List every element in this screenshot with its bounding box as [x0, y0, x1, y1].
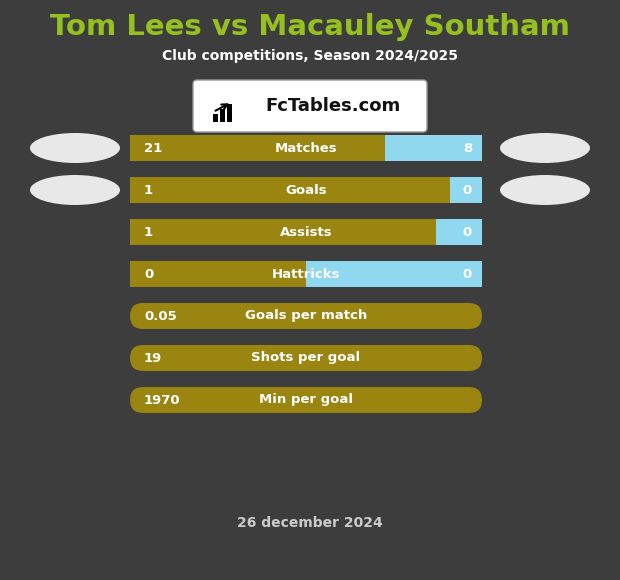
- Ellipse shape: [500, 175, 590, 205]
- Text: 0: 0: [463, 267, 472, 281]
- Text: 1970: 1970: [144, 393, 180, 407]
- FancyBboxPatch shape: [130, 135, 482, 161]
- Text: 26 december 2024: 26 december 2024: [237, 516, 383, 530]
- FancyBboxPatch shape: [130, 219, 156, 245]
- FancyBboxPatch shape: [130, 345, 482, 371]
- Text: Hattricks: Hattricks: [272, 267, 340, 281]
- FancyBboxPatch shape: [130, 387, 482, 413]
- Text: Matches: Matches: [275, 142, 337, 154]
- Text: FcTables.com: FcTables.com: [265, 97, 401, 115]
- FancyBboxPatch shape: [130, 219, 482, 245]
- Text: 1: 1: [144, 226, 153, 238]
- FancyBboxPatch shape: [130, 135, 156, 161]
- Bar: [436, 219, 482, 245]
- Bar: [213, 114, 218, 122]
- Text: 1: 1: [144, 183, 153, 197]
- FancyBboxPatch shape: [130, 177, 482, 203]
- FancyBboxPatch shape: [456, 177, 482, 203]
- FancyBboxPatch shape: [130, 177, 482, 203]
- FancyBboxPatch shape: [130, 303, 482, 329]
- FancyBboxPatch shape: [456, 219, 482, 245]
- Bar: [130, 261, 306, 287]
- Ellipse shape: [500, 133, 590, 163]
- Ellipse shape: [30, 175, 120, 205]
- FancyBboxPatch shape: [456, 261, 482, 287]
- Text: 0.05: 0.05: [144, 310, 177, 322]
- Bar: [385, 135, 482, 161]
- Bar: [450, 177, 482, 203]
- FancyBboxPatch shape: [130, 177, 156, 203]
- Text: Club competitions, Season 2024/2025: Club competitions, Season 2024/2025: [162, 49, 458, 63]
- Bar: [227, 104, 232, 122]
- Text: 0: 0: [463, 226, 472, 238]
- Text: Goals: Goals: [285, 183, 327, 197]
- Bar: [130, 135, 385, 161]
- FancyBboxPatch shape: [130, 261, 156, 287]
- Bar: [220, 109, 225, 122]
- Text: 0: 0: [144, 267, 153, 281]
- Text: 21: 21: [144, 142, 162, 154]
- Text: Assists: Assists: [280, 226, 332, 238]
- FancyBboxPatch shape: [130, 135, 482, 161]
- Text: Shots per goal: Shots per goal: [252, 351, 361, 364]
- Text: Min per goal: Min per goal: [259, 393, 353, 407]
- Bar: [130, 219, 436, 245]
- FancyBboxPatch shape: [193, 80, 427, 132]
- Ellipse shape: [30, 133, 120, 163]
- FancyBboxPatch shape: [130, 219, 482, 245]
- Text: 8: 8: [463, 142, 472, 154]
- Bar: [130, 177, 450, 203]
- FancyBboxPatch shape: [130, 261, 482, 287]
- Text: 19: 19: [144, 351, 162, 364]
- FancyBboxPatch shape: [130, 261, 482, 287]
- Text: Goals per match: Goals per match: [245, 310, 367, 322]
- Text: 0: 0: [463, 183, 472, 197]
- Bar: [306, 261, 482, 287]
- Text: Tom Lees vs Macauley Southam: Tom Lees vs Macauley Southam: [50, 13, 570, 41]
- FancyBboxPatch shape: [456, 135, 482, 161]
